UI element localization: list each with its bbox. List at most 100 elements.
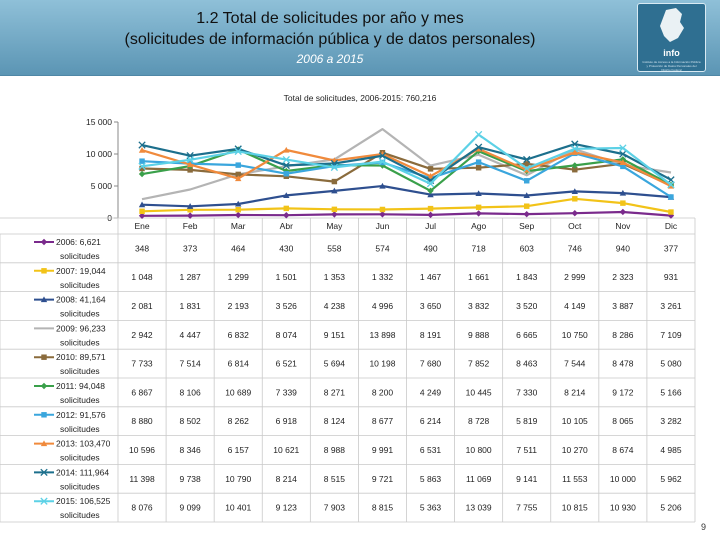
x-tick-label: Ene [134, 221, 149, 231]
legend-marker [40, 296, 48, 303]
table-cell: 13 039 [466, 503, 492, 513]
table-cell: 10 815 [562, 503, 588, 513]
table-cell: 8 214 [276, 474, 298, 484]
table-cell: 10 445 [466, 387, 492, 397]
chart: Total de solicitudes, 2006-2015: 760,216… [0, 93, 696, 523]
table-cell: 348 [135, 243, 149, 253]
data-point [331, 187, 338, 194]
data-point [138, 170, 146, 178]
legend-label: 2008: 41,164 [56, 295, 106, 305]
series-line [141, 133, 672, 186]
table-cell: 6 531 [420, 445, 442, 455]
table-cell: 8 674 [612, 445, 634, 455]
table-cell: 9 172 [612, 387, 634, 397]
data-point [427, 166, 434, 172]
table-cell: 5 962 [660, 474, 682, 484]
data-point [619, 144, 627, 152]
table-cell: 4 996 [372, 301, 394, 311]
data-point [282, 161, 290, 170]
table-cell: 8 346 [179, 445, 201, 455]
table-cell: 6 832 [228, 330, 250, 340]
data-point [283, 205, 290, 212]
data-point [187, 207, 193, 213]
table-cell: 7 755 [516, 503, 538, 513]
series-line [141, 197, 672, 214]
legend-label: 2012: 91,576 [56, 410, 106, 420]
table-cell: 3 526 [276, 301, 298, 311]
table-cell: 6 814 [228, 359, 250, 369]
table-cell: 10 198 [369, 359, 395, 369]
data-point [330, 163, 339, 172]
table-cell: 2 999 [564, 272, 586, 282]
data-point [138, 141, 146, 149]
data-point [283, 192, 290, 198]
data-point [475, 159, 482, 165]
x-tick-label: Jul [425, 221, 436, 231]
table-cell: 8 065 [612, 416, 634, 426]
table-cell: 9 123 [276, 503, 298, 513]
table-cell: 1 501 [276, 272, 298, 282]
legend-marker [40, 238, 48, 246]
data-point [234, 147, 242, 156]
data-point [186, 203, 194, 209]
table-cell: 7 903 [324, 503, 346, 513]
data-point [571, 145, 579, 153]
data-point [523, 210, 530, 218]
legend-marker [40, 382, 48, 390]
table-cell: 5 166 [660, 387, 682, 397]
table-cell: 7 680 [420, 359, 442, 369]
table-cell: 10 750 [562, 330, 588, 340]
data-point [667, 182, 675, 189]
data-point [619, 208, 627, 216]
data-point [619, 189, 627, 196]
table-cell: 9 721 [372, 474, 394, 484]
data-point [331, 178, 338, 185]
table-cell: 6 867 [131, 387, 153, 397]
table-cell: 8 880 [131, 416, 153, 426]
table-cell: 9 991 [372, 445, 394, 455]
data-point [523, 178, 530, 184]
legend-marker [40, 440, 48, 447]
table-cell: 10 270 [562, 445, 588, 455]
table-cell: 9 888 [468, 330, 490, 340]
table-cell: 10 930 [610, 503, 636, 513]
table-cell: 7 109 [660, 330, 682, 340]
table-cell: 5 363 [420, 503, 442, 513]
logo-text: info [663, 48, 680, 58]
table-cell: 9 099 [179, 503, 201, 513]
table-cell: 4 149 [564, 301, 586, 311]
table-cell: 5 694 [324, 359, 346, 369]
table-cell: 8 074 [276, 330, 298, 340]
data-point [235, 200, 242, 207]
y-tick-label: 15 000 [86, 117, 112, 127]
table-cell: 1 299 [228, 272, 250, 282]
table-cell: 8 515 [324, 474, 346, 484]
data-point [139, 165, 145, 172]
data-point [620, 200, 626, 206]
table-cell: 8 200 [372, 387, 394, 397]
legend-label-suffix: solicitudes [60, 395, 100, 405]
data-point [187, 167, 193, 173]
table-cell: 490 [423, 243, 437, 253]
table-cell: 7 511 [516, 445, 537, 455]
table-cell: 574 [375, 243, 389, 253]
legend-label: 2009: 96,233 [56, 323, 106, 333]
legend-label: 2006: 6,621 [56, 237, 101, 247]
data-point [475, 204, 482, 211]
table-cell: 1 661 [468, 272, 490, 282]
table-cell: 10 401 [225, 503, 251, 513]
table-cell: 10 689 [225, 387, 251, 397]
table-cell: 1 831 [179, 301, 201, 311]
data-point [139, 158, 145, 164]
table-cell: 1 048 [131, 272, 153, 282]
series-line [141, 147, 672, 188]
data-point [427, 205, 434, 212]
table-cell: 1 467 [420, 272, 442, 282]
data-point [523, 155, 531, 164]
table-cell: 940 [616, 243, 630, 253]
data-point [138, 146, 146, 153]
x-tick-label: Feb [183, 221, 198, 231]
data-point [379, 206, 386, 213]
table-cell: 7 733 [131, 359, 153, 369]
table-cell: 8 815 [372, 503, 394, 513]
